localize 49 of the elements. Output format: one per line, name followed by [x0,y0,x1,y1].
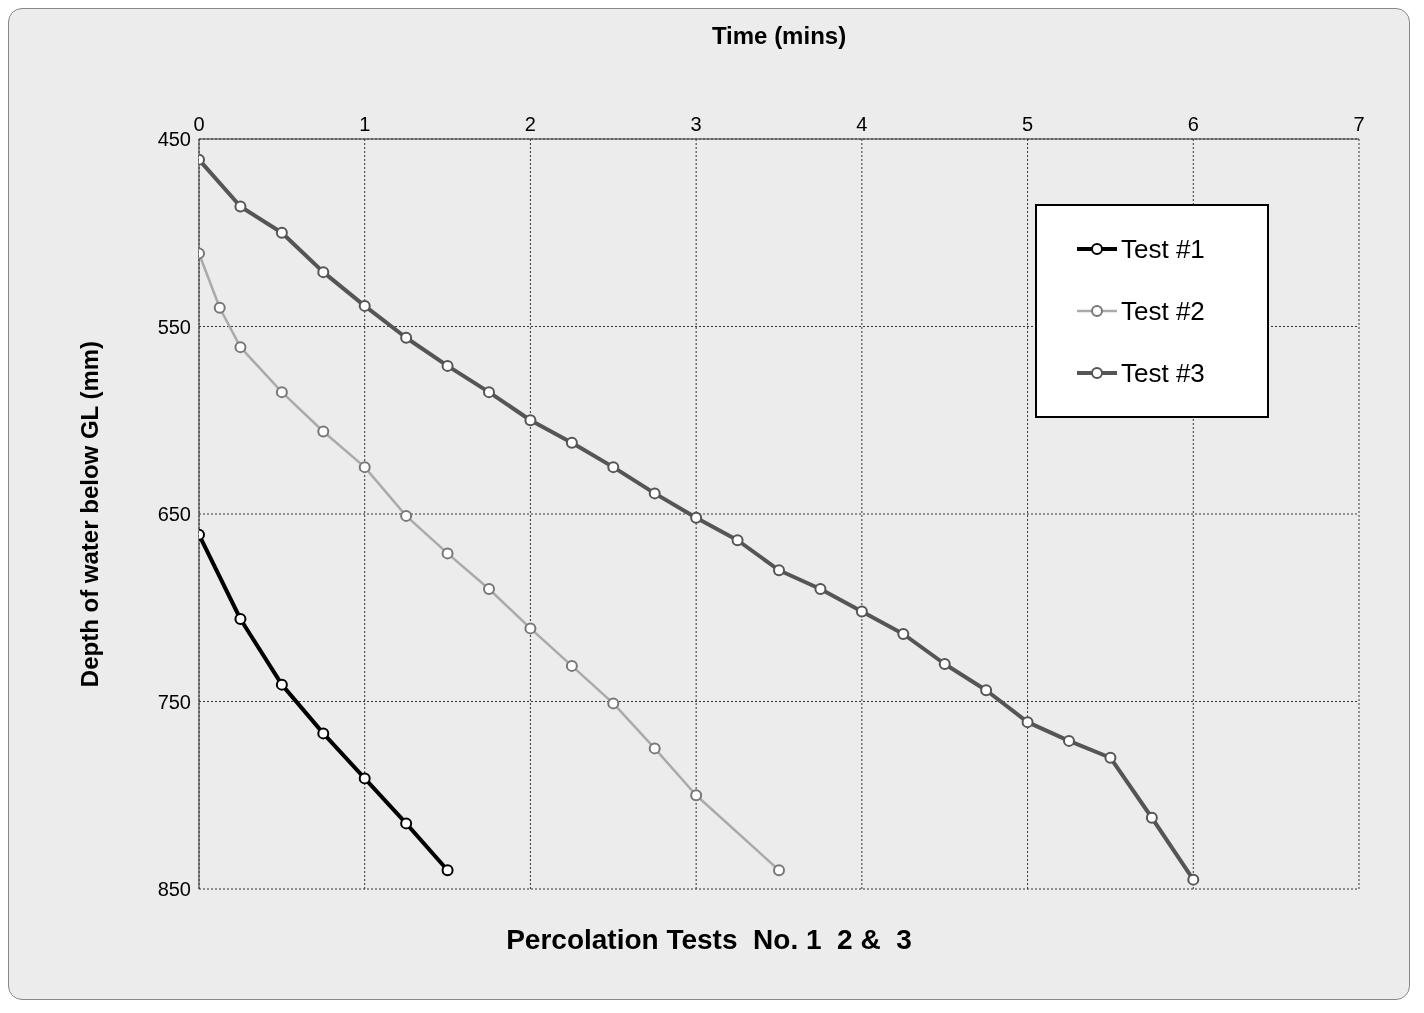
point [648,487,661,500]
y-tick-label: 650 [157,503,191,526]
x-tick-label: 3 [690,113,702,135]
point [358,772,371,785]
point [358,299,371,312]
x-tick-label: 4 [856,113,868,135]
y-tick-label: 450 [157,128,191,151]
point [275,678,288,691]
point [897,628,910,640]
point [317,266,330,279]
point [441,359,454,372]
point [855,605,868,618]
point [524,414,537,427]
point [1104,751,1117,764]
point [773,564,785,577]
x-tick-label: 5 [1022,113,1034,135]
legend-label: Test #1 [1121,233,1205,265]
point [441,864,454,877]
point [234,200,247,213]
y-tick-label: 850 [157,878,191,901]
point [565,436,578,449]
point [731,534,744,547]
point [1187,873,1200,886]
point [690,511,703,524]
point [400,331,413,344]
x-tick-label: 2 [524,113,536,135]
y-tick-label: 550 [157,315,191,338]
x-tick-label: 7 [1353,113,1365,135]
point [1063,734,1075,747]
text: Percolation Tests No. 1 2 & 3 [505,924,913,956]
x-tick-label: 0 [193,113,205,135]
x-tick-label: 6 [1187,113,1199,135]
x-axis-title: Time (mins) [711,22,847,49]
y-axis-title: Depth of water below GL (mm) [75,340,103,688]
legend-label: Test #3 [1121,357,1205,389]
point [317,727,330,740]
point [483,386,495,399]
legend-label: Test #2 [1121,295,1205,327]
x-tick-label: 1 [359,113,371,135]
point [814,583,827,595]
point [938,658,951,670]
y-tick-label: 750 [157,690,191,713]
point [980,684,993,697]
point [234,613,247,625]
point [400,817,413,830]
point [607,461,620,474]
point [275,226,288,239]
point [1145,811,1158,824]
point [1021,716,1034,729]
